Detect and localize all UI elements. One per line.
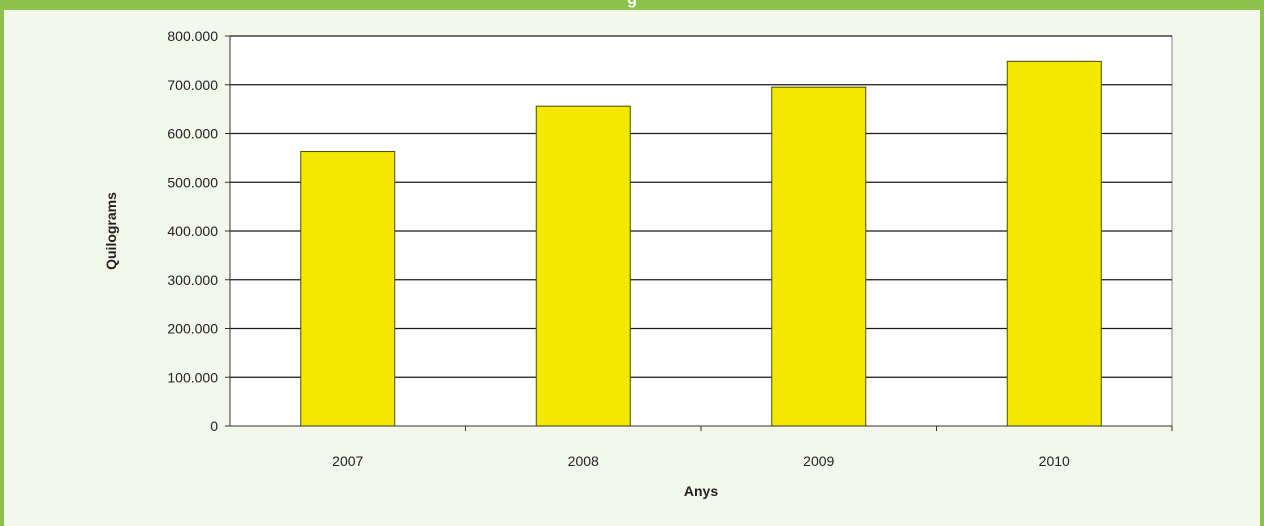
y-tick-label: 500.000 (167, 174, 218, 190)
y-axis-title: Quilograms (103, 192, 119, 270)
y-tick-label: 600.000 (167, 126, 218, 142)
y-tick-label: 400.000 (167, 223, 218, 239)
bar-2008 (535, 105, 631, 427)
bar-2010 (1006, 60, 1102, 427)
x-tick-label: 2007 (332, 453, 363, 469)
y-tick-label: 700.000 (167, 77, 218, 93)
x-tick-label: 2009 (803, 453, 834, 469)
y-tick-label: 0 (210, 418, 218, 434)
header-bar: g (0, 0, 1264, 10)
y-tick-label: 100.000 (167, 369, 218, 385)
x-axis-title: Anys (684, 483, 718, 499)
x-tick-label: 2010 (1039, 453, 1070, 469)
bar-2009 (771, 86, 867, 427)
x-axis-ticks: 2007 2008 2009 2010 (332, 426, 1173, 469)
y-tick-label: 200.000 (167, 321, 218, 337)
x-tick-label: 2008 (568, 453, 599, 469)
y-tick-label: 800.000 (167, 28, 218, 44)
y-axis-ticks: 0 100.000 200.000 300.000 400.000 500.000 600.… (167, 28, 230, 434)
bars (300, 60, 1102, 427)
bar-2007 (300, 151, 396, 427)
y-tick-label: 300.000 (167, 272, 218, 288)
header-title: g (0, 0, 1264, 9)
